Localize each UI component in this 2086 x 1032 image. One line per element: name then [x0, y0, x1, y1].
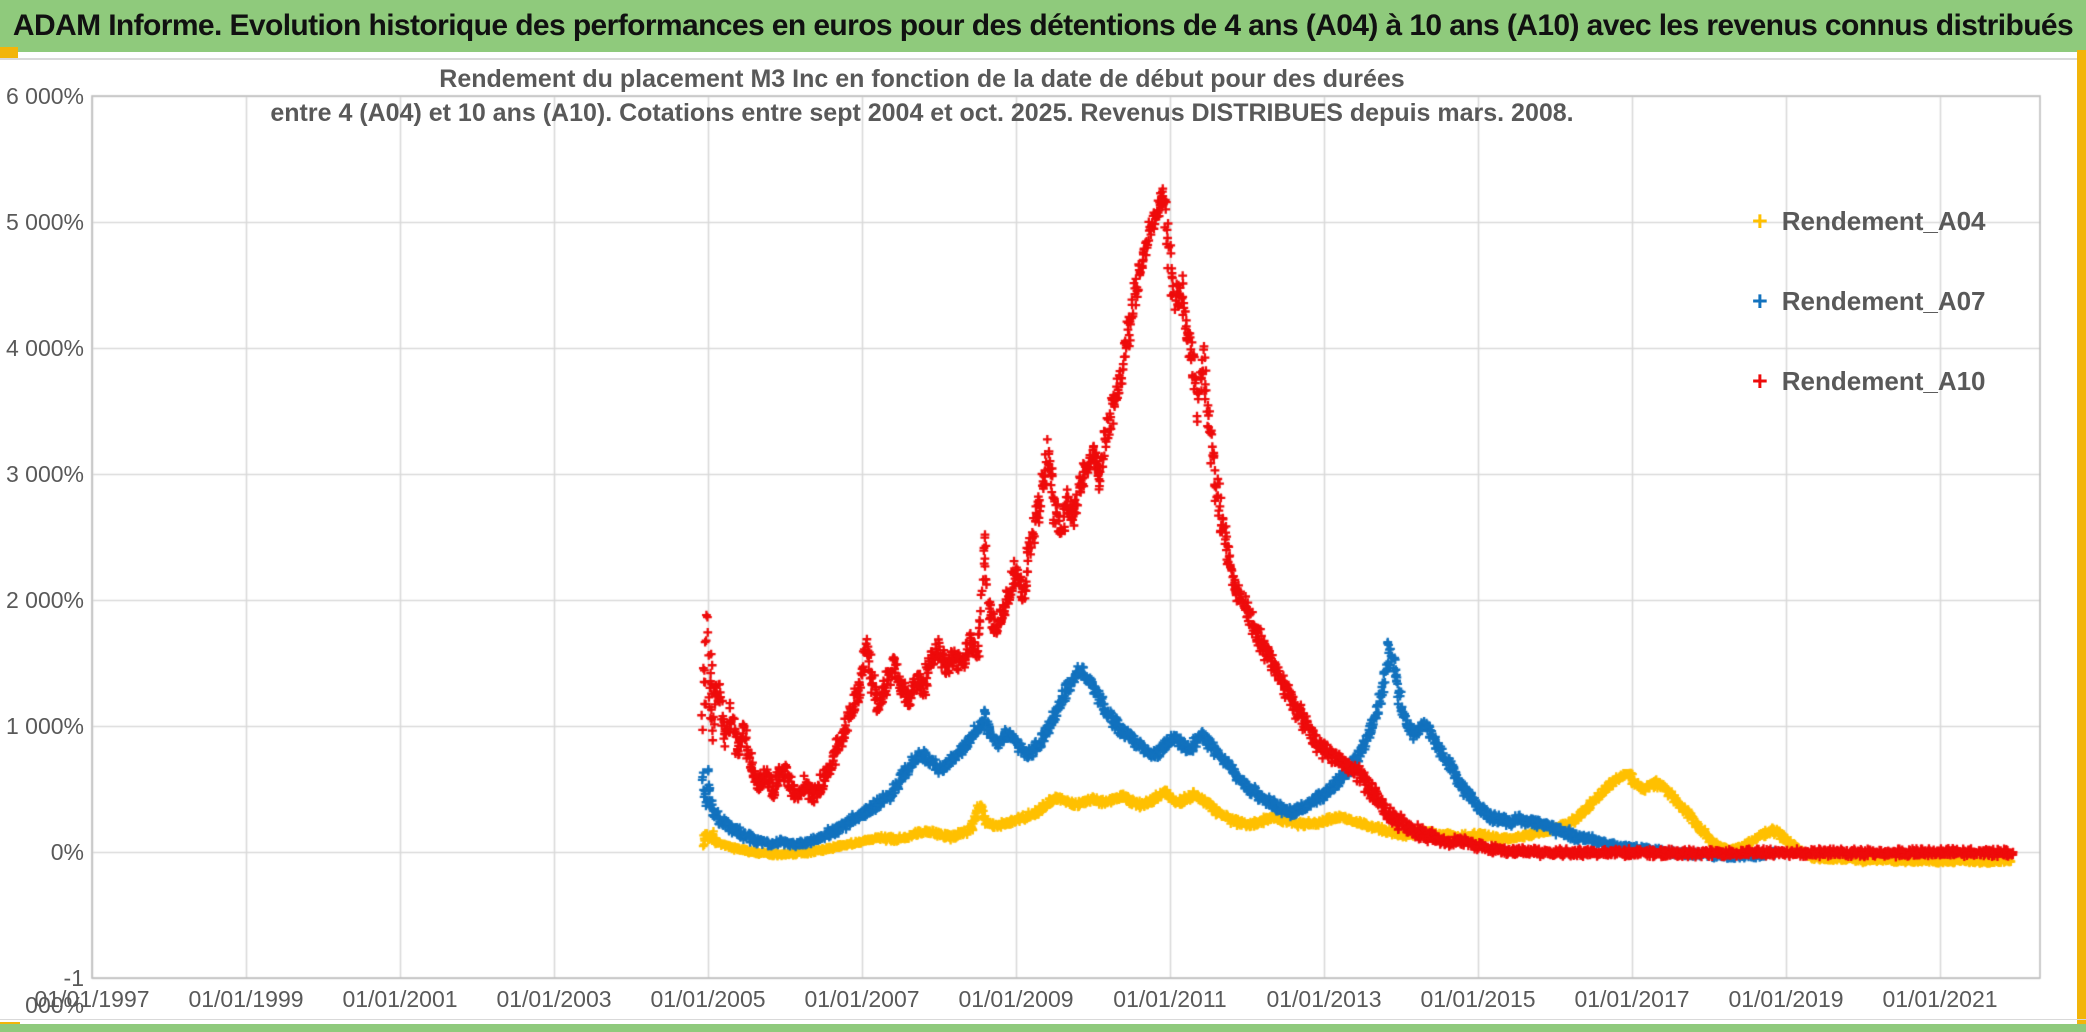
- legend-item-rendement_a10[interactable]: + Rendement_A10: [1752, 366, 1986, 397]
- legend-plus-marker-icon: +: [1752, 286, 1768, 316]
- x-tick-label: 01/01/2019: [1728, 986, 1844, 1012]
- y-tick-label: 6 000%: [5, 83, 84, 109]
- y-tick-label: -1 000%: [25, 965, 84, 1018]
- legend-label: Rendement_A10: [1781, 366, 1986, 396]
- x-tick-label: 01/01/2005: [650, 986, 766, 1012]
- x-tick-label: 01/01/2015: [1420, 986, 1536, 1012]
- x-tick-label: 01/01/2011: [1113, 986, 1227, 1012]
- chart-title-line-2: entre 4 (A04) et 10 ans (A10). Cotations…: [270, 99, 1574, 127]
- x-tick-label: 01/01/2007: [804, 986, 920, 1012]
- legend-item-rendement_a07[interactable]: + Rendement_A07: [1752, 286, 1986, 317]
- legend-label: Rendement_A07: [1781, 286, 1986, 316]
- x-tick-label: 01/01/2001: [342, 986, 458, 1012]
- y-tick-label: 5 000%: [5, 209, 84, 235]
- x-tick-label: 01/01/2017: [1574, 986, 1690, 1012]
- bottom-bar: [0, 1024, 2086, 1032]
- chart-title: Rendement du placement M3 Inc en fonctio…: [92, 62, 1752, 130]
- legend-label: Rendement_A04: [1781, 206, 1986, 236]
- x-tick-label: 01/01/2003: [496, 986, 612, 1012]
- x-tick-label: 01/01/2013: [1266, 986, 1382, 1012]
- x-tick-label: 01/01/1997: [34, 986, 150, 1012]
- bottom-divider: [0, 1019, 2086, 1020]
- x-tick-label: 01/01/2021: [1882, 986, 1998, 1012]
- legend-item-rendement_a04[interactable]: + Rendement_A04: [1752, 206, 1986, 237]
- y-tick-label: 1 000%: [5, 713, 84, 739]
- legend-plus-marker-icon: +: [1752, 206, 1768, 236]
- x-tick-label: 01/01/2009: [958, 986, 1074, 1012]
- y-tick-label: 3 000%: [5, 461, 84, 487]
- chart-title-line-1: Rendement du placement M3 Inc en fonctio…: [439, 65, 1405, 93]
- x-tick-label: 01/01/1999: [188, 986, 304, 1012]
- y-tick-label: 2 000%: [5, 587, 84, 613]
- legend-plus-marker-icon: +: [1752, 366, 1768, 396]
- y-tick-label: 0%: [50, 839, 84, 865]
- y-tick-label: 4 000%: [5, 335, 84, 361]
